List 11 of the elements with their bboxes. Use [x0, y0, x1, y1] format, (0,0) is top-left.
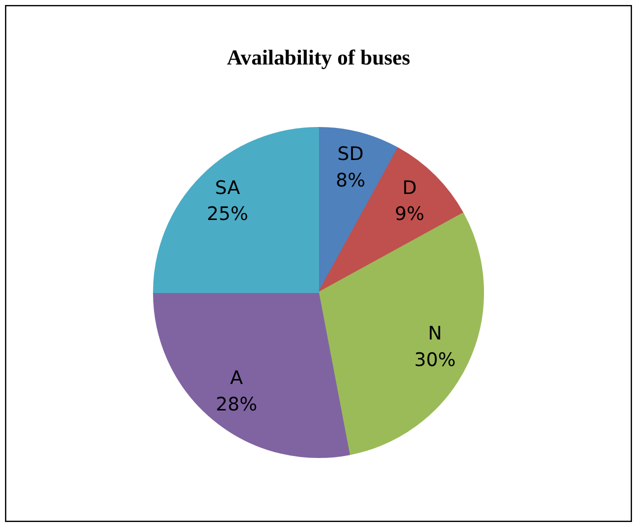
data-label: 28% — [216, 394, 258, 416]
data-label: 25% — [206, 204, 248, 226]
slice-label: A — [230, 368, 244, 390]
slice-label: SD — [337, 144, 364, 166]
chart-title: Availability of buses — [226, 46, 410, 70]
data-label: 9% — [394, 204, 424, 226]
slice-label: N — [428, 324, 442, 345]
slice-label: SA — [215, 178, 240, 199]
data-label: 30% — [414, 350, 456, 371]
data-label: 8% — [336, 170, 366, 192]
slice-label: D — [402, 178, 417, 199]
